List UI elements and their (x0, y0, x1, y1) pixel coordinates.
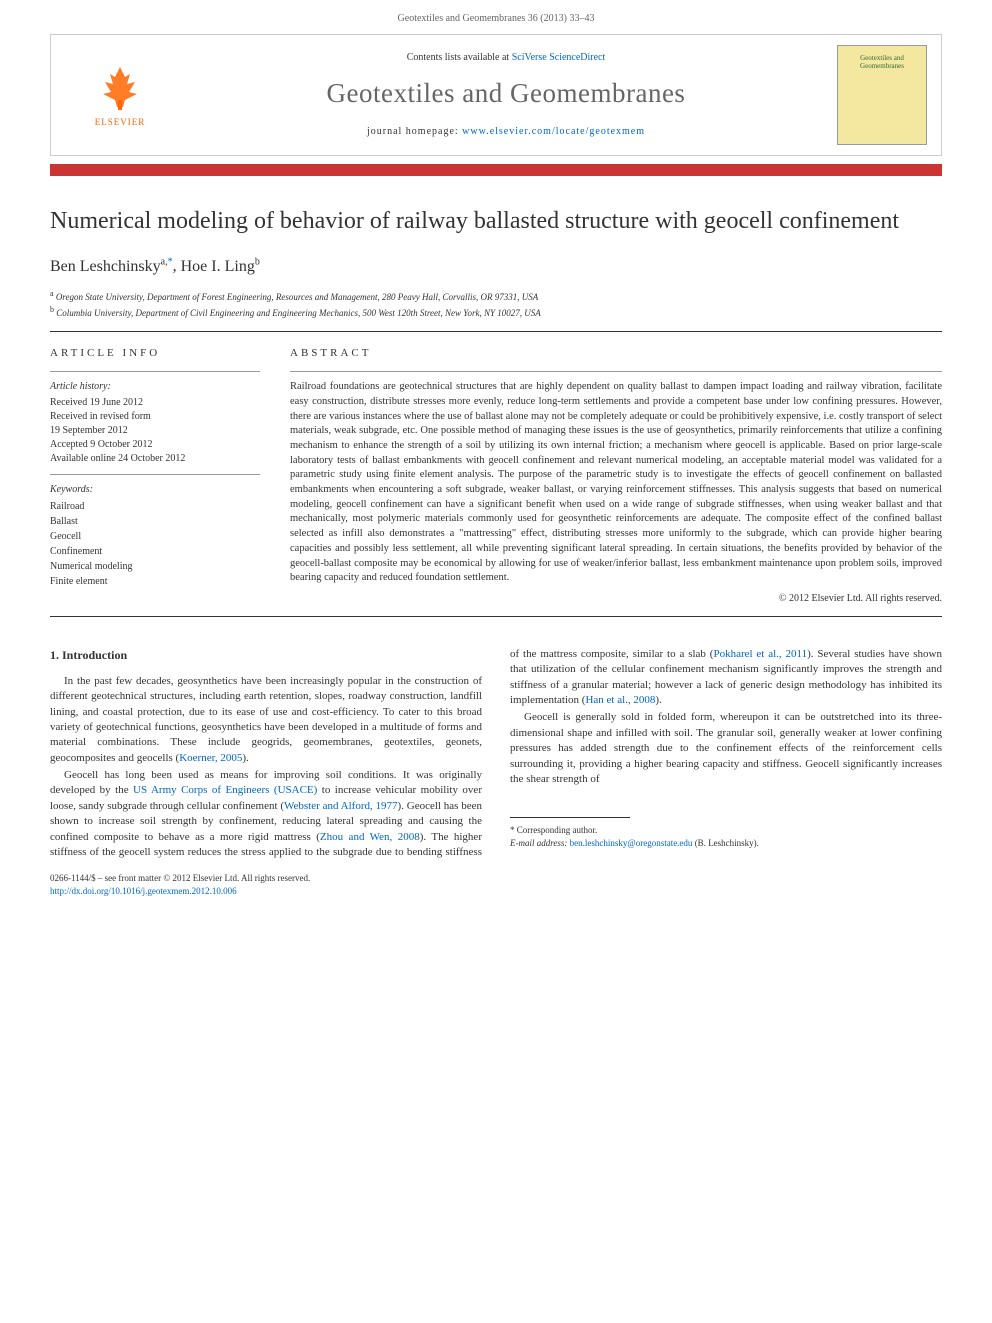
journal-cover-thumbnail: Geotextiles and Geomembranes (837, 45, 927, 145)
section-divider-bottom (50, 616, 942, 617)
keyword-5: Finite element (50, 574, 260, 589)
history-label: Article history: (50, 380, 260, 394)
abstract-text: Railroad foundations are geotechnical st… (290, 380, 942, 586)
history-line-3: Accepted 9 October 2012 (50, 438, 260, 452)
author-1-sup: a, (161, 256, 168, 267)
history-line-1: Received in revised form (50, 410, 260, 424)
publisher-logo-block: ELSEVIER (65, 60, 175, 130)
accent-bar (50, 164, 942, 176)
ref-webster-alford-1977[interactable]: Webster and Alford, 1977 (284, 800, 398, 812)
homepage-line: journal homepage: www.elsevier.com/locat… (175, 125, 837, 139)
cover-title-text: Geotextiles and Geomembranes (842, 54, 922, 71)
article-info-sidebar: ARTICLE INFO Article history: Received 1… (50, 346, 260, 606)
journal-masthead: ELSEVIER Contents lists available at Sci… (50, 34, 942, 156)
author-2-sup: b (255, 256, 260, 267)
info-divider-top (50, 371, 260, 372)
keyword-2: Geocell (50, 529, 260, 544)
keyword-0: Railroad (50, 499, 260, 514)
author-email-link[interactable]: ben.leshchinsky@oregonstate.edu (570, 838, 693, 848)
masthead-center: Contents lists available at SciVerse Sci… (175, 51, 837, 139)
ref-pokharel-2011[interactable]: Pokharel et al., 2011 (713, 648, 807, 660)
abstract-heading: ABSTRACT (290, 346, 942, 361)
affiliation-a: a Oregon State University, Department of… (50, 288, 942, 305)
email-label: E-mail address: (510, 838, 570, 848)
corresponding-author-link[interactable]: * (168, 256, 173, 267)
contents-available-line: Contents lists available at SciVerse Sci… (175, 51, 837, 65)
email-suffix: (B. Leshchinsky). (692, 838, 759, 848)
ref-han-2008[interactable]: Han et al., 2008 (585, 694, 655, 706)
doi-link[interactable]: http://dx.doi.org/10.1016/j.geotexmem.20… (50, 886, 237, 896)
article-title: Numerical modeling of behavior of railwa… (50, 206, 942, 237)
email-note: E-mail address: ben.leshchinsky@oregonst… (510, 837, 942, 850)
aff-b-text: Columbia University, Department of Civil… (56, 308, 540, 318)
history-line-0: Received 19 June 2012 (50, 396, 260, 410)
homepage-prefix: journal homepage: (367, 126, 462, 137)
abstract-divider (290, 371, 942, 372)
p1-text-a: In the past few decades, geosynthetics h… (50, 675, 482, 764)
author-2: Hoe I. Lingb (181, 258, 260, 275)
affiliation-b: b Columbia University, Department of Civ… (50, 304, 942, 321)
keyword-4: Numerical modeling (50, 559, 260, 574)
abstract-column: ABSTRACT Railroad foundations are geotec… (290, 346, 942, 606)
footnote-divider (510, 817, 630, 818)
page-citation: Geotextiles and Geomembranes 36 (2013) 3… (0, 0, 992, 34)
p2-text-f: ). (655, 694, 661, 706)
contents-prefix: Contents lists available at (407, 52, 512, 63)
homepage-link[interactable]: www.elsevier.com/locate/geotexmem (462, 126, 645, 137)
author-list: Ben Leshchinskya,*, Hoe I. Lingb (50, 255, 942, 278)
keywords-label: Keywords: (50, 483, 260, 497)
keywords-list: Railroad Ballast Geocell Confinement Num… (50, 499, 260, 589)
sciverse-link[interactable]: SciVerse ScienceDirect (512, 52, 606, 63)
keyword-3: Confinement (50, 544, 260, 559)
ref-koerner-2005[interactable]: Koerner, 2005 (179, 752, 242, 764)
body-two-columns: 1. Introduction In the past few decades,… (50, 647, 942, 860)
section-divider (50, 331, 942, 332)
article-info-heading: ARTICLE INFO (50, 346, 260, 361)
elsevier-tree-icon (95, 62, 145, 112)
info-divider-mid (50, 474, 260, 475)
aff-a-text: Oregon State University, Department of F… (56, 292, 538, 302)
abstract-copyright: © 2012 Elsevier Ltd. All rights reserved… (290, 592, 942, 606)
keyword-1: Ballast (50, 514, 260, 529)
affiliation-list: a Oregon State University, Department of… (50, 288, 942, 321)
elsevier-wordmark: ELSEVIER (95, 116, 146, 129)
aff-a-sup: a (50, 289, 54, 298)
footnote-block: * Corresponding author. E-mail address: … (510, 817, 942, 849)
p1-text-b: ). (242, 752, 248, 764)
author-1-name: Ben Leshchinsky (50, 258, 161, 275)
author-2-name: Hoe I. Ling (181, 258, 255, 275)
intro-para-3: Geocell is generally sold in folded form… (510, 710, 942, 787)
elsevier-logo: ELSEVIER (90, 60, 150, 130)
ref-zhou-wen-2008[interactable]: Zhou and Wen, 2008 (320, 831, 420, 843)
footer-copyright: 0266-1144/$ – see front matter © 2012 El… (50, 872, 942, 885)
page-footer: 0266-1144/$ – see front matter © 2012 El… (0, 860, 992, 917)
corresponding-author-note: * Corresponding author. (510, 824, 942, 837)
aff-b-sup: b (50, 305, 54, 314)
ref-usace[interactable]: US Army Corps of Engineers (USACE) (133, 784, 317, 796)
journal-title: Geotextiles and Geomembranes (175, 75, 837, 113)
author-1: Ben Leshchinskya,* (50, 258, 173, 275)
history-line-4: Available online 24 October 2012 (50, 452, 260, 466)
introduction-heading: 1. Introduction (50, 647, 482, 664)
intro-para-1: In the past few decades, geosynthetics h… (50, 674, 482, 766)
history-line-2: 19 September 2012 (50, 424, 260, 438)
